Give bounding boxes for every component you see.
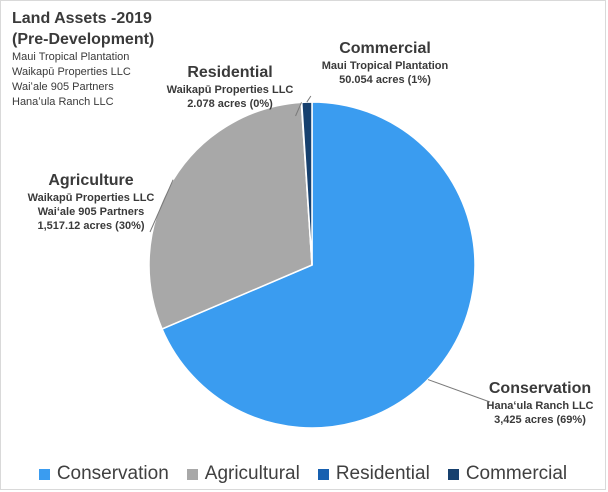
legend-swatch [317, 468, 329, 480]
leader-line-commercial [306, 95, 312, 103]
label-residential: Residential Waikapū Properties LLC 2.078… [150, 62, 310, 111]
leader-line-residential [295, 102, 302, 117]
title-line-1: Land Assets -2019 [12, 10, 152, 27]
legend-label: Agricultural [204, 463, 300, 484]
pie-slice-agricultural [148, 101, 313, 330]
chart-title: Land Assets -2019 (Pre-Development) Maui… [12, 8, 154, 110]
label-commercial-detail: 50.054 acres (1%) [339, 74, 431, 86]
label-residential-detail: Waikapū Properties LLC [166, 84, 294, 96]
legend-item-residential: Residential [317, 463, 430, 485]
label-commercial: Commercial Maui Tropical Plantation 50.0… [300, 38, 470, 87]
pie-slice-commercial [300, 101, 313, 266]
title-owner: Maui Tropical Plantation [12, 51, 130, 63]
legend-label: Conservation [56, 463, 169, 484]
title-line-2: (Pre-Development) [12, 31, 155, 48]
label-residential-detail: 2.078 acres (0%) [187, 98, 273, 110]
pie-slice-conservation [161, 101, 476, 429]
pie-slices [148, 101, 476, 429]
legend-swatch [186, 468, 198, 480]
label-agriculture: Agriculture Waikapū Properties LLC Waiʻa… [16, 170, 166, 233]
title-owner: Waiʻale 905 Partners [12, 81, 114, 93]
label-conservation-name: Conservation [488, 380, 592, 397]
title-owner: Waikapū Properties LLC [12, 66, 131, 78]
label-conservation-detail: 3,425 acres (69%) [494, 414, 586, 426]
legend-swatch [38, 468, 50, 480]
legend-item-agricultural: Agricultural [186, 463, 300, 485]
label-conservation: Conservation Hanaʻula Ranch LLC 3,425 ac… [480, 378, 600, 427]
legend-label: Residential [335, 463, 430, 484]
title-owner: Hanaʻula Ranch LLC [12, 96, 114, 108]
leader-line-conservation [427, 379, 491, 403]
label-agriculture-detail: 1,517.12 acres (30%) [37, 220, 145, 232]
label-commercial-detail: Maui Tropical Plantation [321, 60, 449, 72]
leader-line-agriculture [149, 179, 174, 233]
legend-label: Commercial [465, 463, 568, 484]
label-residential-name: Residential [187, 64, 273, 81]
legend-swatch [447, 468, 459, 480]
legend-item-conservation: Conservation [38, 463, 169, 485]
label-conservation-detail: Hanaʻula Ranch LLC [486, 400, 594, 412]
label-commercial-name: Commercial [339, 40, 431, 57]
label-agriculture-name: Agriculture [48, 172, 134, 189]
label-agriculture-detail: Waikapū Properties LLC [27, 192, 155, 204]
leader-lines [149, 95, 491, 403]
legend-item-commercial: Commercial [447, 463, 568, 485]
chart-legend: Conservation Agricultural Residential Co… [0, 463, 606, 485]
label-agriculture-detail: Waiʻale 905 Partners [37, 206, 145, 218]
